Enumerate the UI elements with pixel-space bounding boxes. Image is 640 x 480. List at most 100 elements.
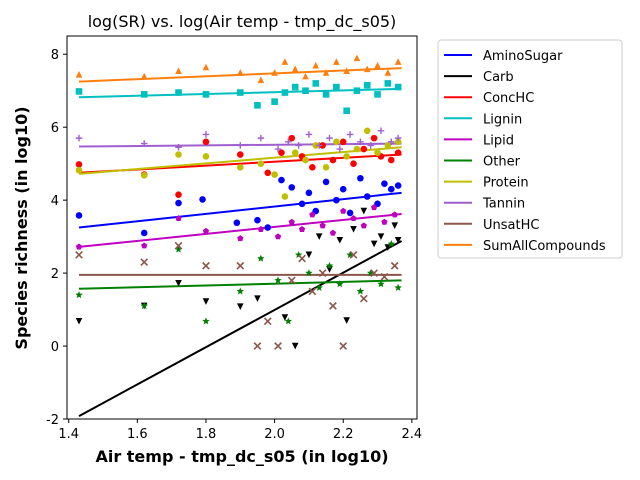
data-point [75,88,83,95]
data-point [236,69,244,76]
data-point [264,169,272,177]
data-point [357,174,364,182]
data-point [315,233,323,240]
data-point [336,236,344,244]
data-point [353,87,361,95]
data-point [305,251,313,259]
data-point [336,145,344,153]
data-point [236,303,244,310]
data-point [271,98,278,105]
data-point [333,196,340,204]
data-point [374,149,381,157]
data-point [339,185,347,193]
data-point [394,236,402,244]
chart-title: log(SR) vs. log(Air temp - tmp_dc_s05) [88,12,397,32]
data-point [175,280,182,287]
data-point [254,295,261,302]
data-point [360,207,368,215]
data-point [202,63,210,71]
data-point [281,193,289,200]
fit-line-lipid [78,213,402,248]
data-point [257,254,265,262]
data-point [75,317,83,325]
data-point [315,283,323,291]
legend-label: AminoSugar [483,49,563,64]
data-point [236,164,244,171]
data-point [140,72,148,80]
x-axis-label: Air temp - tmp_dc_s05 (in log10) [95,447,388,466]
plot-area [66,35,418,420]
data-point [140,258,149,267]
fit-line-protein [78,146,402,175]
data-point [302,72,309,80]
data-point [356,287,365,295]
data-point [281,58,289,65]
data-point [202,227,210,234]
data-point [295,142,302,149]
data-point [381,218,388,225]
data-point [140,302,148,310]
data-point [350,160,357,167]
data-point [288,218,295,225]
legend-label: Protein [483,176,529,191]
data-point [377,233,385,240]
x-tick-label: 1.6 [127,427,148,442]
data-markers [75,54,402,350]
data-point [284,317,293,325]
y-axis: -2 0 2 4 6 8 [46,48,67,428]
data-point [343,317,350,324]
x-tick-label: 2.0 [264,427,285,442]
data-point [141,242,148,249]
data-point [285,138,292,146]
data-point [312,80,320,87]
data-point [257,160,265,167]
data-point [174,241,183,250]
data-point [333,138,340,146]
data-point [237,235,244,242]
data-point [298,226,306,232]
legend-label: Other [483,155,521,170]
data-point [202,153,210,160]
data-point [349,250,358,259]
data-point [140,172,148,179]
data-point [384,142,392,149]
data-point [380,272,389,281]
data-point [340,207,347,214]
data-point [333,58,340,65]
data-point [175,143,182,151]
data-point [202,91,210,98]
data-point [394,134,402,142]
data-point [394,58,402,65]
data-point [363,65,371,73]
data-point [319,142,326,149]
data-point [278,149,285,157]
data-point [236,151,244,158]
data-point [75,212,83,219]
data-point [274,233,282,240]
data-point [202,298,210,305]
data-point [363,81,371,89]
x-tick-label: 2.4 [402,427,423,442]
fit-line-carb [78,240,403,417]
data-point [175,191,182,198]
data-point [394,83,402,91]
data-point [370,269,378,277]
x-axis: 1.4 1.6 1.8 2.0 2.2 2.4 [58,419,422,442]
data-point [236,261,245,270]
data-point [390,261,399,270]
data-point [377,280,385,288]
data-point [202,138,210,146]
data-point [305,269,313,277]
data-point [257,134,265,142]
data-point [359,294,368,303]
data-point [370,240,378,248]
data-point [381,180,388,188]
data-point [387,138,395,146]
data-point [298,254,306,263]
data-point [339,342,348,350]
data-point [315,142,323,149]
data-point [274,342,282,350]
data-point [264,224,272,231]
data-point [291,149,299,157]
